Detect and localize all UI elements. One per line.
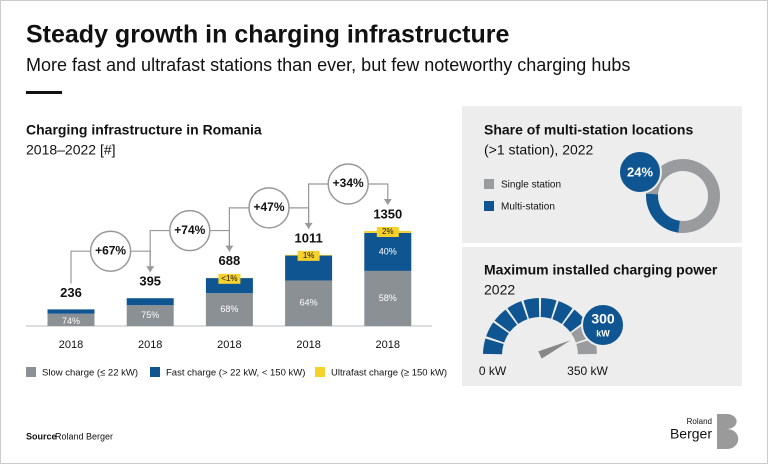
data-label: 1%	[303, 251, 315, 260]
growth-circle	[327, 163, 369, 205]
label-badge	[218, 273, 241, 284]
legend-swatch	[484, 179, 494, 189]
legend-label: Slow charge (≤ 22 kW)	[42, 368, 138, 379]
unit-label: kW	[596, 328, 610, 338]
total-label: 1011	[294, 230, 322, 245]
chart-subtitle: 2018–2022 [#]	[26, 142, 116, 158]
legend-label: Fast charge (> 22 kW, < 150 kW)	[166, 368, 305, 379]
x-tick-label: 2018	[217, 339, 241, 351]
bar-segment	[364, 232, 412, 271]
chart-subtitle: (>1 station), 2022	[484, 142, 594, 158]
growth-circle	[89, 230, 132, 272]
gauge-needle	[538, 340, 571, 359]
donut-slice	[646, 159, 721, 233]
chart-subtitle: 2022	[484, 282, 515, 298]
value-label: 300	[591, 311, 615, 327]
bar-segment	[364, 270, 412, 326]
gauge-segment	[523, 298, 540, 319]
bar-segment	[126, 305, 174, 326]
total-label: 1350	[373, 206, 402, 221]
bar-segment	[126, 298, 174, 306]
logo-text: Berger	[670, 426, 712, 442]
data-label: 68%	[220, 304, 238, 314]
gauge-segment	[494, 309, 518, 333]
bar-segment	[205, 278, 253, 294]
title: Steady growth in charging infrastructure	[26, 21, 509, 49]
legend-label: Ultrafast charge (≥ 150 kW)	[331, 368, 447, 379]
bar-segment	[205, 293, 253, 326]
arrow-head	[383, 199, 392, 205]
legend-swatch	[150, 367, 160, 377]
data-label: 75%	[141, 310, 159, 320]
x-tick-label: 2018	[138, 339, 162, 351]
label-badge	[297, 250, 320, 261]
gauge-segment	[507, 301, 528, 324]
data-label: 74%	[62, 316, 80, 326]
donut-slice	[645, 193, 680, 233]
logo-mark	[717, 414, 739, 449]
gauge-segment	[540, 298, 557, 319]
growth-label: +67%	[95, 243, 126, 257]
logo-text: Roland	[687, 417, 712, 426]
subtitle: More fast and ultrafast stations than ev…	[26, 55, 630, 75]
growth-label: +47%	[253, 200, 284, 214]
tick-label: 0 kW	[479, 364, 507, 378]
total-label: 236	[60, 285, 82, 300]
chart-title: Charging infrastructure in Romania	[26, 122, 262, 138]
gauge-segment	[562, 309, 586, 333]
gauge-segment	[483, 338, 504, 355]
connector	[308, 183, 389, 229]
label-badge	[618, 150, 662, 194]
bar-segment	[285, 280, 333, 326]
source-text: Roland Berger	[55, 431, 113, 441]
growth-label: +74%	[174, 223, 205, 237]
bar-segment	[47, 313, 95, 326]
legend-swatch	[26, 367, 36, 377]
legend-swatch	[484, 201, 494, 211]
label-badge	[376, 227, 399, 237]
total-label: 395	[139, 274, 161, 289]
legend-label: Single station	[501, 180, 561, 191]
rule	[26, 91, 62, 94]
tick-label: 350 kW	[567, 364, 608, 378]
chart-title: Share of multi-station locations	[484, 122, 693, 138]
x-tick-label: 2018	[59, 339, 83, 351]
chart-title: Maximum installed charging power	[484, 262, 718, 278]
total-label: 688	[219, 253, 241, 268]
growth-circle	[248, 187, 290, 229]
x-tick-label: 2018	[296, 339, 320, 351]
growth-label: +34%	[333, 176, 364, 190]
label-badge	[581, 303, 625, 347]
legend-label: Multi-station	[501, 202, 555, 213]
data-label: 24%	[627, 164, 653, 179]
data-label: 2%	[382, 227, 394, 236]
growth-circle	[169, 209, 211, 252]
data-label: 64%	[300, 298, 318, 308]
gauge-segment	[552, 301, 573, 324]
bar-segment	[47, 309, 95, 314]
gauge-segment	[486, 322, 509, 343]
data-label: <1%	[221, 274, 237, 283]
data-label: 40%	[379, 246, 397, 256]
x-tick-label: 2018	[376, 339, 400, 351]
source-label: Source	[26, 431, 57, 441]
data-label: 58%	[379, 293, 397, 303]
legend-swatch	[315, 367, 325, 377]
